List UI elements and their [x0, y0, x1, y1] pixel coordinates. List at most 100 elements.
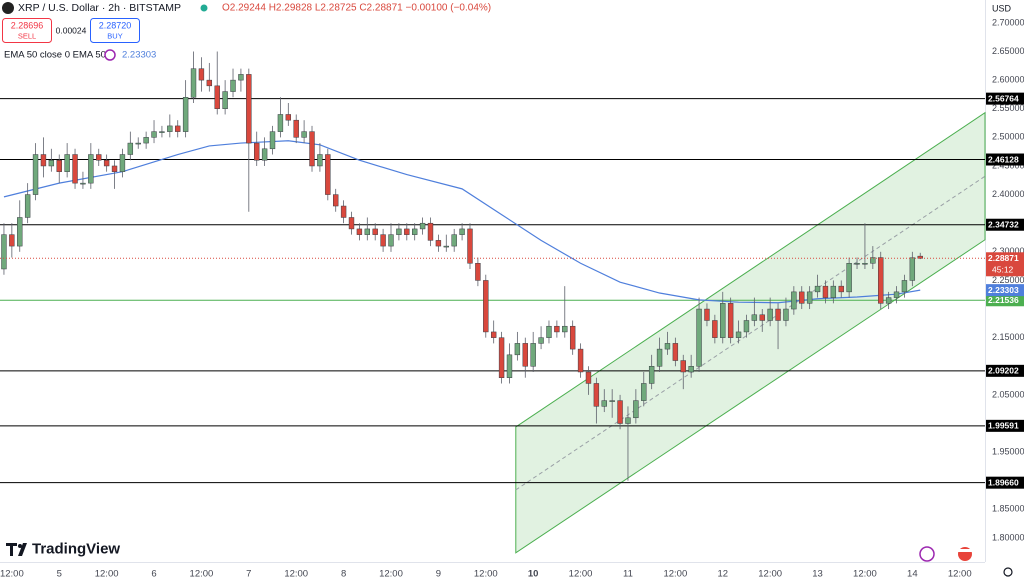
candle-body: [238, 74, 244, 81]
x-tick-label: 11: [623, 569, 633, 580]
candle-body: [514, 343, 521, 356]
y-tick-label: 2.40000: [992, 189, 1024, 199]
candle-body: [467, 228, 473, 264]
candle-body: [348, 217, 355, 230]
candle-body: [293, 119, 299, 138]
chart-title: XRP / U.S. Dollar · 2h · BITSTAMP: [18, 2, 181, 14]
candle-body: [664, 343, 671, 350]
candle-body: [483, 280, 489, 333]
candle-body: [459, 228, 465, 235]
ohlc-text: O2.29244 H2.29828 L2.28725 C2.28871 −0.0…: [222, 3, 491, 14]
candle-body: [577, 348, 584, 373]
y-tick-label: 2.30000: [992, 246, 1024, 256]
x-tick-label: 12:00: [379, 569, 403, 580]
ema-price-box: [986, 284, 1024, 297]
currency: USD: [992, 3, 1012, 13]
candle-body: [333, 194, 339, 207]
candle-body: [32, 154, 39, 195]
candle-body: [356, 228, 363, 235]
candle-body: [696, 308, 702, 367]
candle-body: [364, 228, 371, 235]
candle-body: [159, 131, 165, 133]
candle-body: [325, 154, 331, 195]
candle-body: [672, 343, 679, 361]
y-tick-label: 2.70000: [992, 17, 1024, 27]
symbol-icon: [2, 2, 14, 14]
x-tick-label: 14: [907, 569, 918, 580]
sell-button[interactable]: [2, 18, 52, 43]
candle-body: [593, 383, 600, 407]
x-tick-label: 12:00: [948, 569, 972, 580]
candle-body: [151, 131, 157, 138]
sell-label[interactable]: SELL: [18, 31, 36, 40]
candle-body: [9, 234, 15, 247]
candle-body: [822, 285, 829, 298]
ema-price-label: 2.23303: [988, 285, 1019, 295]
candle-body: [601, 400, 607, 407]
y-tick-label: 2.55000: [992, 103, 1024, 113]
level-label-box: [986, 476, 1024, 489]
y-tick-label: 1.95000: [992, 446, 1024, 456]
candle-body: [182, 97, 189, 132]
candle-body: [767, 308, 773, 321]
x-tick-label: 6: [151, 569, 156, 580]
candle-body: [759, 314, 765, 321]
candle-body: [198, 68, 205, 81]
x-tick-label: 12:00: [284, 569, 308, 580]
candle-body: [735, 331, 742, 338]
buy-button[interactable]: [90, 18, 140, 43]
x-tick-label: 12:00: [190, 569, 214, 580]
y-tick-label: 2.25000: [992, 275, 1024, 285]
candle-body: [680, 360, 686, 373]
settings-icon[interactable]: [1003, 567, 1013, 577]
candle-body: [862, 263, 868, 265]
buy-label[interactable]: BUY: [107, 31, 122, 40]
level-label: 1.99591: [988, 421, 1019, 431]
candle-body: [569, 325, 576, 350]
candle-body: [167, 125, 173, 132]
indicator-legend: EMA 50 close 0 EMA 50: [4, 50, 106, 61]
x-tick-label: 12:00: [663, 569, 687, 580]
candle-body: [814, 285, 821, 293]
candle-body: [372, 228, 378, 235]
last-price-label: 2.28871: [988, 253, 1019, 263]
indicator-icon: [104, 49, 116, 61]
candle-body: [546, 325, 552, 338]
candle-body: [830, 285, 837, 298]
candle-body: [530, 343, 536, 367]
candle-body: [585, 371, 592, 384]
y-tick-label: 2.15000: [992, 332, 1024, 342]
candle-body: [617, 400, 623, 424]
candle-body: [633, 400, 639, 419]
candle-body: [854, 263, 860, 265]
candle-body: [846, 263, 852, 293]
candle-body: [870, 257, 876, 264]
candle-body: [688, 366, 694, 373]
candle-body: [562, 325, 568, 333]
x-tick-label: 10: [528, 569, 539, 580]
countdown: 45:12: [992, 265, 1014, 275]
last-price-box: [986, 252, 1024, 277]
candle-body: [103, 159, 110, 167]
candle-body: [538, 337, 544, 344]
sell-price[interactable]: 2.28696: [11, 20, 44, 30]
candle-body: [254, 142, 260, 161]
level-label-box: [986, 419, 1024, 432]
candle-body: [40, 154, 47, 167]
candle-body: [806, 291, 813, 304]
spread: 0.00024: [56, 25, 87, 35]
magic-icon[interactable]: [919, 546, 935, 562]
x-tick-label: 13: [812, 569, 823, 580]
buy-price[interactable]: 2.28720: [99, 20, 132, 30]
candle-body: [56, 159, 62, 172]
x-tick-label: 12:00: [569, 569, 593, 580]
candle-body: [190, 68, 197, 98]
candle-body: [885, 297, 892, 304]
candle-body: [498, 337, 505, 378]
candle-body: [80, 182, 86, 185]
candle-body: [443, 245, 449, 248]
market-status: [200, 4, 208, 12]
candle-body: [419, 222, 426, 230]
